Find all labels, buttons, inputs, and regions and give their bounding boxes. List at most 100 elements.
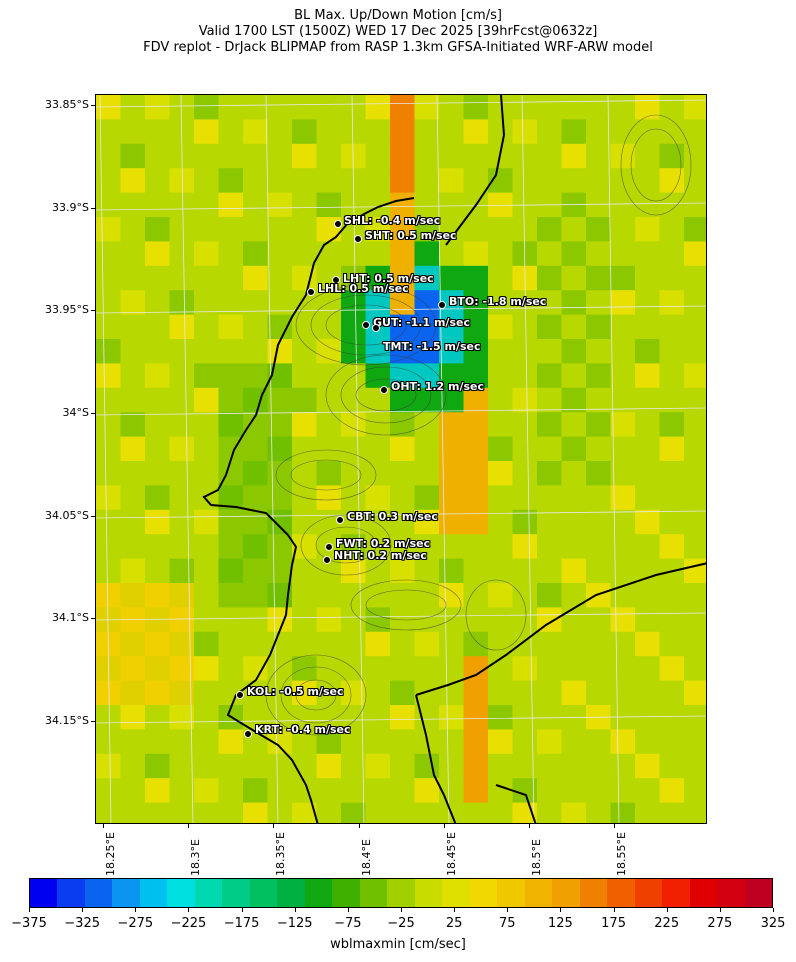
- colorbar-swatch: [607, 879, 635, 907]
- grid-cell: [463, 339, 489, 364]
- station-marker-gut[interactable]: [362, 321, 370, 329]
- chart-subtitle-source: FDV replot - DrJack BLIPMAP from RASP 1.…: [143, 40, 653, 55]
- station-marker-kol[interactable]: [236, 691, 244, 699]
- grid-cell: [194, 705, 219, 730]
- grid-cell: [439, 485, 464, 511]
- grid-cell: [439, 778, 464, 804]
- grid-cell: [169, 461, 195, 486]
- grid-cell: [488, 607, 513, 633]
- grid-cell: [537, 339, 562, 364]
- grid-cell: [684, 607, 706, 633]
- grid-cell: [439, 265, 464, 291]
- grid-cell: [561, 217, 587, 242]
- grid-cell: [145, 631, 170, 657]
- grid-cell: [169, 265, 195, 291]
- grid-cell: [586, 192, 611, 218]
- colorbar-swatch: [57, 879, 85, 907]
- grid-cell: [561, 314, 587, 340]
- grid-cell: [316, 119, 342, 145]
- colorbar-swatch: [167, 879, 195, 907]
- colorbar-swatch: [304, 879, 333, 907]
- grid-cell: [194, 241, 219, 267]
- grid-cell: [169, 436, 195, 462]
- grid-cell: [316, 412, 342, 438]
- grid-cell: [243, 119, 268, 145]
- grid-cell: [659, 705, 685, 730]
- grid-cell: [194, 753, 219, 779]
- lat-tick: [91, 105, 95, 106]
- grid-cell: [243, 461, 268, 486]
- grid-cell: [341, 778, 366, 804]
- grid-cell: [145, 753, 170, 779]
- colorbar-tick: [454, 908, 456, 912]
- grid-cell: [120, 119, 146, 145]
- grid-cell: [292, 558, 317, 584]
- grid-cell: [96, 241, 121, 267]
- station-marker-lhl[interactable]: [307, 288, 315, 296]
- grid-cell: [96, 412, 121, 438]
- grid-cell: [586, 95, 611, 120]
- grid-cell: [684, 412, 706, 438]
- grid-cell: [218, 314, 244, 340]
- station-marker-bto[interactable]: [438, 301, 446, 309]
- grid-cell: [120, 241, 146, 267]
- grid-cell: [537, 314, 562, 340]
- station-marker-cbt[interactable]: [336, 516, 344, 524]
- station-marker-shl[interactable]: [334, 220, 342, 228]
- lat-tick: [91, 208, 95, 209]
- grid-cell: [586, 583, 611, 608]
- station-label-gut: GUT: -1.1 m/sec: [373, 316, 470, 329]
- grid-cell: [684, 436, 706, 462]
- grid-cell: [243, 607, 268, 633]
- colorbar-swatch: [387, 879, 415, 907]
- grid-cell: [365, 802, 391, 823]
- grid-cell: [292, 168, 317, 194]
- grid-cell: [120, 656, 146, 682]
- grid-cell: [292, 387, 317, 413]
- grid-cell: [169, 802, 195, 823]
- grid-cell: [512, 729, 538, 755]
- grid-cell: [316, 680, 342, 706]
- station-marker-krt[interactable]: [244, 730, 252, 738]
- grid-cell: [316, 631, 342, 657]
- grid-cell: [96, 265, 121, 291]
- colorbar-tick: [135, 908, 137, 912]
- grid-cell: [365, 412, 391, 438]
- grid-cell: [341, 314, 366, 340]
- grid-cell: [512, 217, 538, 242]
- grid-cell: [341, 753, 366, 779]
- station-marker-lht[interactable]: [332, 276, 340, 284]
- station-marker-tmt[interactable]: [372, 324, 380, 332]
- grid-cell: [194, 802, 219, 823]
- grid-cell: [316, 583, 342, 608]
- grid-cell: [96, 485, 121, 511]
- grid-cell: [96, 119, 121, 145]
- station-label-nht: NHT: 0.2 m/sec: [334, 549, 427, 562]
- grid-cell: [610, 534, 636, 560]
- grid-cell: [194, 168, 219, 194]
- station-marker-nht[interactable]: [323, 556, 331, 564]
- station-label-tmt: TMT: -1.5 m/sec: [383, 340, 481, 353]
- station-marker-oht[interactable]: [380, 386, 388, 394]
- grid-cell: [218, 802, 244, 823]
- grid-cell: [439, 729, 464, 755]
- grid-cell: [488, 534, 513, 560]
- grid-cell: [684, 168, 706, 194]
- grid-cell: [659, 412, 685, 438]
- grid-cell: [120, 485, 146, 511]
- lat-label-34: 34°S: [62, 406, 89, 419]
- grid-cell: [169, 705, 195, 730]
- grid-cell: [635, 265, 660, 291]
- lat-tick: [91, 618, 95, 619]
- grid-cell: [635, 485, 660, 511]
- lon-label-18-55: 18.55°E: [615, 832, 628, 876]
- grid-cell: [684, 705, 706, 730]
- grid-cell: [586, 241, 611, 267]
- station-marker-fwt[interactable]: [325, 543, 333, 551]
- grid-cell: [463, 436, 489, 462]
- grid-cell: [292, 95, 317, 120]
- station-marker-sht[interactable]: [354, 235, 362, 243]
- grid-cell: [512, 461, 538, 486]
- grid-cell: [390, 95, 415, 120]
- grid-cell: [463, 290, 489, 316]
